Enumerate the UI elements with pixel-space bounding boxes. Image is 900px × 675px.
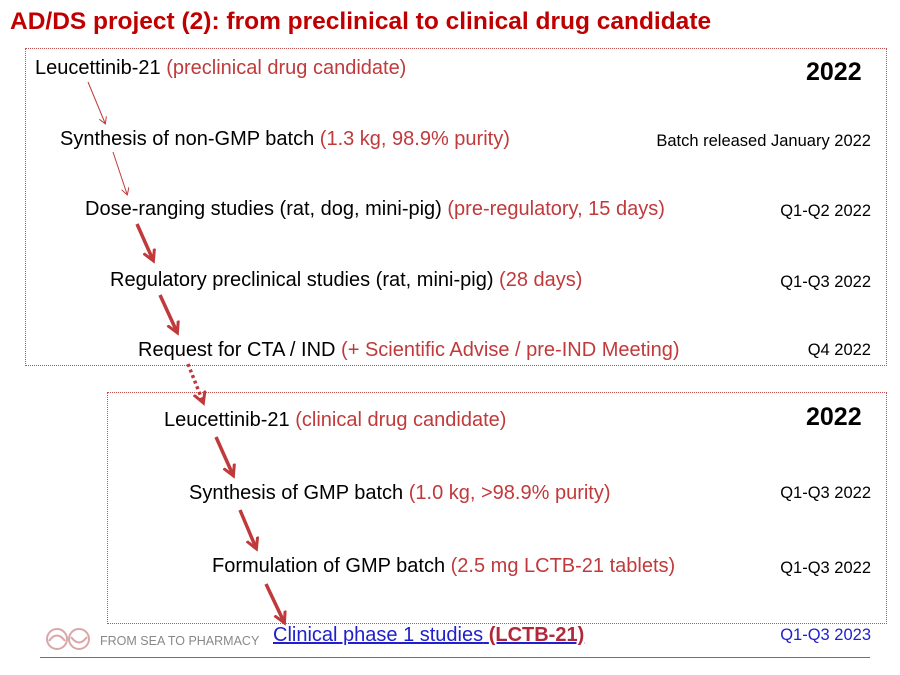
step-detail: (2.5 mg LCTB-21 tablets)	[450, 555, 676, 577]
step-detail: (1.3 kg, 98.9% purity)	[319, 128, 510, 150]
arrow-dotted	[186, 363, 203, 402]
step-leucettinib-preclinical: Leucettinib-21 (preclinical drug candida…	[35, 57, 406, 80]
clinical-phase1-link[interactable]: Clinical phase 1 studies (LCTB-21)	[273, 624, 584, 647]
step-gmp-formulation: Formulation of GMP batch (2.5 mg LCTB-21…	[212, 555, 675, 578]
section1-year: 2022	[806, 58, 862, 86]
arrow-thin	[112, 151, 127, 194]
step-detail: (pre-regulatory, 15 days)	[447, 198, 665, 220]
step-label: Clinical phase 1 studies	[273, 624, 484, 646]
step-detail: (clinical drug candidate)	[295, 409, 507, 431]
step-detail: (1.0 kg, >98.9% purity)	[408, 482, 611, 504]
step-detail: (+ Scientific Advise / pre-IND Meeting)	[341, 339, 680, 361]
section2-year: 2022	[806, 403, 862, 431]
step-non-gmp-synthesis: Synthesis of non-GMP batch (1.3 kg, 98.9…	[60, 128, 510, 151]
step-label: Synthesis of GMP batch	[189, 482, 404, 504]
step-label: Regulatory preclinical studies (rat, min…	[110, 269, 494, 291]
step-date: Q1-Q3 2022	[780, 559, 871, 577]
step-regulatory-preclinical: Regulatory preclinical studies (rat, min…	[110, 269, 582, 292]
step-label: Request for CTA / IND	[138, 339, 336, 361]
footer-divider	[40, 657, 870, 658]
arrow-thick	[264, 583, 284, 622]
clinical-box	[107, 392, 887, 624]
step-date: Q1-Q3 2022	[780, 273, 871, 291]
step-dose-ranging: Dose-ranging studies (rat, dog, mini-pig…	[85, 198, 665, 221]
step-gmp-synthesis: Synthesis of GMP batch (1.0 kg, >98.9% p…	[189, 482, 611, 505]
arrow-thin	[87, 81, 105, 123]
step-label: Dose-ranging studies (rat, dog, mini-pig…	[85, 198, 442, 220]
step-cta-ind-request: Request for CTA / IND (+ Scientific Advi…	[138, 339, 680, 362]
sea-to-pharmacy-logo	[46, 628, 90, 650]
arrow-thick	[135, 223, 153, 260]
arrow-thick	[238, 509, 256, 548]
step-leucettinib-clinical: Leucettinib-21 (clinical drug candidate)	[164, 409, 506, 432]
step-label: Synthesis of non-GMP batch	[60, 128, 315, 150]
arrow-thick	[158, 294, 177, 332]
step-label: Leucettinib-21	[164, 409, 290, 431]
slide-title: AD/DS project (2): from preclinical to c…	[10, 8, 712, 35]
footer-text: FROM SEA TO PHARMACY	[100, 634, 260, 648]
step-date: Q1-Q3 2022	[780, 484, 871, 502]
step-date: Batch released January 2022	[656, 132, 871, 150]
step-detail: (preclinical drug candidate)	[166, 57, 407, 79]
step-date: Q1-Q3 2023	[780, 626, 871, 644]
step-label: Leucettinib-21	[35, 57, 161, 79]
step-detail: (28 days)	[499, 269, 583, 291]
step-date: Q4 2022	[807, 341, 871, 359]
step-label: Formulation of GMP batch	[212, 555, 446, 577]
arrow-thick	[214, 436, 233, 475]
preclinical-box	[25, 48, 887, 366]
step-detail: (LCTB-21)	[488, 624, 585, 646]
step-date: Q1-Q2 2022	[780, 202, 871, 220]
